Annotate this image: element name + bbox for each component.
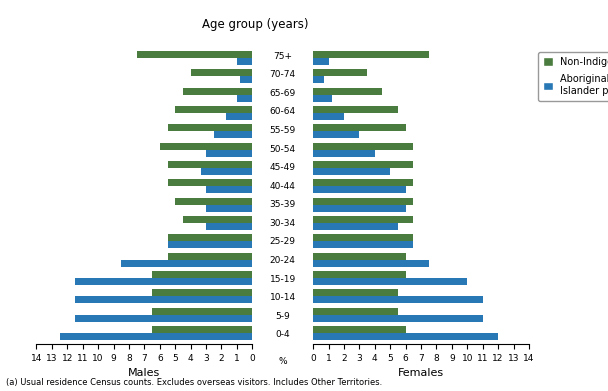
Bar <box>313 289 398 296</box>
Bar <box>313 308 398 315</box>
Bar <box>313 223 398 230</box>
Bar <box>313 58 328 65</box>
Text: (a) Usual residence Census counts. Excludes overseas visitors. Includes Other Te: (a) Usual residence Census counts. Exclu… <box>6 378 382 387</box>
Bar <box>313 69 367 76</box>
Bar <box>60 333 252 340</box>
Bar <box>313 113 344 120</box>
Bar <box>313 150 375 157</box>
Bar <box>152 308 252 315</box>
Bar <box>313 253 406 260</box>
Text: 65-69: 65-69 <box>269 89 296 98</box>
Bar <box>313 216 413 223</box>
Text: 40-44: 40-44 <box>270 182 295 191</box>
Bar <box>313 271 406 278</box>
Bar <box>75 315 252 322</box>
Text: Age group (years): Age group (years) <box>202 18 309 31</box>
Text: 45-49: 45-49 <box>270 163 295 172</box>
Bar <box>75 296 252 303</box>
Bar <box>313 143 413 150</box>
Text: 55-59: 55-59 <box>269 126 296 135</box>
X-axis label: Males: Males <box>128 368 161 378</box>
Bar <box>206 187 252 193</box>
Text: 20-24: 20-24 <box>270 256 295 265</box>
Bar <box>313 76 324 83</box>
Text: 50-54: 50-54 <box>270 145 295 154</box>
Bar <box>313 333 498 340</box>
Bar <box>168 161 252 168</box>
X-axis label: Females: Females <box>398 368 444 378</box>
Bar <box>75 278 252 285</box>
Bar <box>313 326 406 333</box>
Bar <box>313 278 468 285</box>
Bar <box>152 326 252 333</box>
Text: 15-19: 15-19 <box>269 274 296 283</box>
Bar <box>152 289 252 296</box>
Bar <box>313 260 429 267</box>
Bar <box>168 241 252 248</box>
Bar <box>313 95 331 102</box>
Bar <box>206 204 252 212</box>
Bar <box>191 69 252 76</box>
Bar <box>313 179 413 187</box>
Bar <box>313 51 429 58</box>
Bar <box>137 51 252 58</box>
Text: 60-64: 60-64 <box>270 108 295 117</box>
Text: 25-29: 25-29 <box>270 237 295 246</box>
Bar <box>160 143 252 150</box>
Bar <box>175 106 252 113</box>
Text: %: % <box>278 357 287 366</box>
Bar <box>313 88 382 95</box>
Text: 10-14: 10-14 <box>270 293 295 302</box>
Bar <box>313 198 413 204</box>
Bar <box>237 58 252 65</box>
Bar <box>206 223 252 230</box>
Bar <box>226 113 252 120</box>
Bar <box>168 124 252 131</box>
Bar <box>168 179 252 187</box>
Bar <box>313 131 359 138</box>
Bar <box>183 88 252 95</box>
Bar <box>313 161 413 168</box>
Bar <box>313 106 398 113</box>
Bar <box>175 198 252 204</box>
Bar <box>201 168 252 175</box>
Bar <box>313 124 406 131</box>
Bar <box>313 168 390 175</box>
Bar <box>121 260 252 267</box>
Bar <box>168 234 252 241</box>
Bar <box>313 315 483 322</box>
Bar <box>313 234 413 241</box>
Bar <box>206 150 252 157</box>
Bar <box>313 241 413 248</box>
Bar <box>214 131 252 138</box>
Bar <box>240 76 252 83</box>
Text: 30-34: 30-34 <box>270 219 295 228</box>
Text: 0-4: 0-4 <box>275 330 290 339</box>
Bar <box>313 204 406 212</box>
Bar <box>313 187 406 193</box>
Text: 35-39: 35-39 <box>269 200 296 209</box>
Text: 5-9: 5-9 <box>275 312 290 321</box>
Bar <box>168 253 252 260</box>
Bar <box>183 216 252 223</box>
Bar <box>152 271 252 278</box>
Text: 70-74: 70-74 <box>270 70 295 79</box>
Legend: Non-Indigenous people, Aboriginal and Torres Strait
Islander people: Non-Indigenous people, Aboriginal and To… <box>538 52 608 101</box>
Bar <box>313 296 483 303</box>
Text: 75+: 75+ <box>273 52 292 61</box>
Bar <box>237 95 252 102</box>
